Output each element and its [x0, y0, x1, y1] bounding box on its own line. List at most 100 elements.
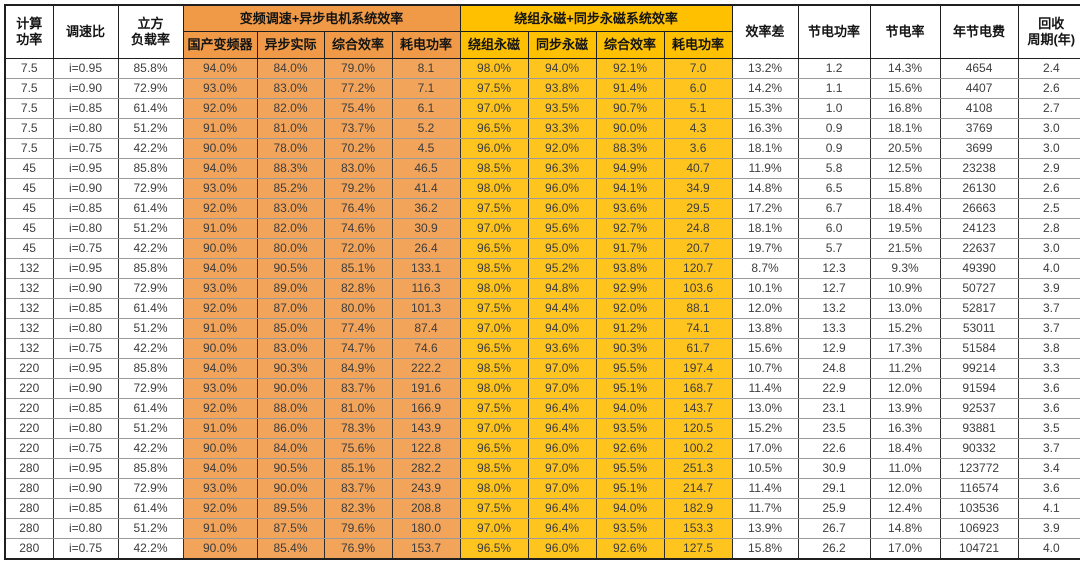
cell: 5.8	[797, 157, 871, 179]
cell: 88.3%	[595, 137, 665, 159]
cell: 85.1%	[323, 257, 393, 279]
cell: 14.8%	[869, 517, 941, 539]
cell: 15.8%	[869, 177, 941, 199]
cell: 3.6	[1017, 377, 1080, 399]
table-row: 132 i=0.85 61.4% 92.0% 87.0% 80.0% 101.3 97.5% 9…	[4, 297, 1080, 319]
cell: 6.5	[797, 177, 871, 199]
cell: 23238	[939, 157, 1019, 179]
cell: 90.0%	[182, 337, 258, 359]
cell: 2.4	[1017, 57, 1080, 79]
cell: 92.7%	[595, 217, 665, 239]
cell: 51584	[939, 337, 1019, 359]
cell: 93.5%	[527, 97, 597, 119]
table-row: 132 i=0.75 42.2% 90.0% 83.0% 74.7% 74.6 96.5% 93…	[4, 337, 1080, 359]
cell: 30.9	[797, 457, 871, 479]
cell: 29.5	[663, 197, 733, 219]
cell: 11.9%	[731, 157, 799, 179]
cell: 95.2%	[527, 257, 597, 279]
cell: 3.9	[1017, 517, 1080, 539]
cell: 73.7%	[323, 117, 393, 139]
cell: 76.4%	[323, 197, 393, 219]
cell: 17.2%	[731, 197, 799, 219]
cell: 197.4	[663, 357, 733, 379]
cell: 95.6%	[527, 217, 597, 239]
cell: 8.1	[391, 57, 461, 79]
cell: 22637	[939, 237, 1019, 259]
cell: 15.6%	[869, 77, 941, 99]
cell: 85.1%	[323, 457, 393, 479]
cell: 41.4	[391, 177, 461, 199]
cell: 16.3%	[731, 117, 799, 139]
cell: 280	[4, 497, 54, 519]
cell: 98.5%	[459, 457, 529, 479]
cell: 36.2	[391, 197, 461, 219]
cell: 75.4%	[323, 97, 393, 119]
cell: 12.0%	[869, 477, 941, 499]
cell: 45	[4, 157, 54, 179]
cell: 3.0	[1017, 137, 1080, 159]
cell: 19.5%	[869, 217, 941, 239]
cell: 80.0%	[323, 297, 393, 319]
cell: 3.0	[1017, 237, 1080, 259]
cell: 97.5%	[459, 77, 529, 99]
cell: 16.8%	[869, 97, 941, 119]
cell: 7.5	[4, 57, 54, 79]
col-header-vfd-combined-eff: 综合效率	[323, 30, 393, 59]
cell: 12.5%	[869, 157, 941, 179]
cell: 94.0%	[182, 457, 258, 479]
cell: 42.2%	[117, 337, 184, 359]
cell: 7.1	[391, 77, 461, 99]
cell: 92.0%	[182, 97, 258, 119]
cell: 116574	[939, 477, 1019, 499]
cell: 72.0%	[323, 237, 393, 259]
cell: 18.4%	[869, 197, 941, 219]
cell: 280	[4, 477, 54, 499]
cell: 18.1%	[869, 117, 941, 139]
cell: 83.0%	[256, 337, 325, 359]
cell: 90.0%	[595, 117, 665, 139]
cell: 97.5%	[459, 197, 529, 219]
cell: 7.0	[663, 57, 733, 79]
cell: 97.0%	[459, 317, 529, 339]
cell: 72.9%	[117, 377, 184, 399]
cell: i=0.95	[52, 457, 119, 479]
cell: 93881	[939, 417, 1019, 439]
cell: 20.5%	[869, 137, 941, 159]
cell: i=0.95	[52, 157, 119, 179]
cell: 4.0	[1017, 537, 1080, 559]
cell: 94.0%	[527, 57, 597, 79]
cell: 3769	[939, 117, 1019, 139]
cell: 4.0	[1017, 257, 1080, 279]
cell: 220	[4, 377, 54, 399]
cell: 5.7	[797, 237, 871, 259]
cell: 13.0%	[869, 297, 941, 319]
cell: i=0.75	[52, 137, 119, 159]
cell: 79.2%	[323, 177, 393, 199]
cell: 23.5	[797, 417, 871, 439]
cell: 122.8	[391, 437, 461, 459]
cell: 91.0%	[182, 517, 258, 539]
cell: 2.8	[1017, 217, 1080, 239]
cell: 70.2%	[323, 137, 393, 159]
cell: 2.6	[1017, 77, 1080, 99]
cell: 12.0%	[869, 377, 941, 399]
cell: 90332	[939, 437, 1019, 459]
col-header-efficiency-diff: 效率差	[731, 4, 799, 59]
cell: 14.3%	[869, 57, 941, 79]
cell: 74.7%	[323, 337, 393, 359]
cell: 2.9	[1017, 157, 1080, 179]
cell: 3699	[939, 137, 1019, 159]
cell: 96.5%	[459, 237, 529, 259]
cell: 17.3%	[869, 337, 941, 359]
cell: 91.0%	[182, 117, 258, 139]
cell: 116.3	[391, 277, 461, 299]
cell: 5.2	[391, 117, 461, 139]
cell: 191.6	[391, 377, 461, 399]
table-row: 132 i=0.80 51.2% 91.0% 85.0% 77.4% 87.4 97.0% 94…	[4, 317, 1080, 339]
cell: 94.0%	[595, 397, 665, 419]
cell: 85.8%	[117, 57, 184, 79]
cell: 98.0%	[459, 377, 529, 399]
col-header-domestic-vfd: 国产变频器	[182, 30, 258, 59]
cell: 20.7	[663, 237, 733, 259]
